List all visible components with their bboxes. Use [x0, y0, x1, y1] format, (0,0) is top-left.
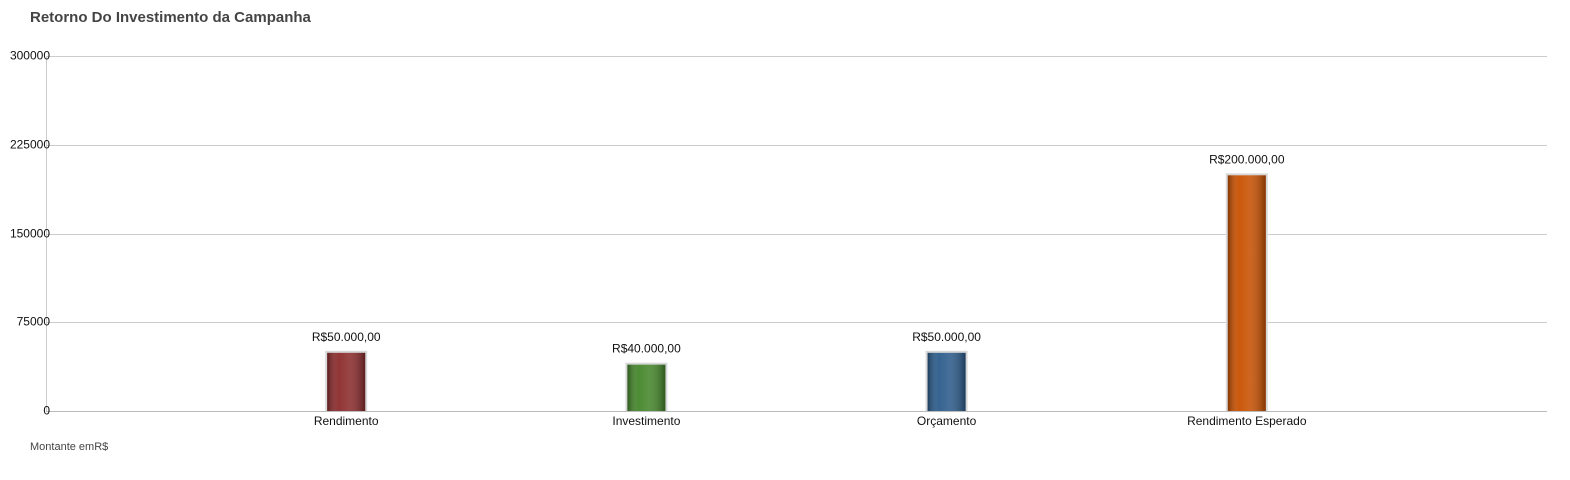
bar-shading [1227, 175, 1266, 411]
data-label: R$200.000,00 [1209, 152, 1285, 166]
y-tick-label: 150000 [10, 227, 50, 241]
y-tick-label: 225000 [10, 138, 50, 152]
data-label: R$40.000,00 [612, 342, 681, 356]
y-tick-label: 300000 [10, 49, 50, 63]
category-label: Rendimento [314, 414, 379, 428]
bar-shading [627, 364, 666, 411]
chart-title: Retorno Do Investimento da Campanha [30, 9, 311, 26]
axis-unit-note: Montante emR$ [30, 441, 109, 453]
axes [46, 56, 1547, 412]
data-label: R$50.000,00 [312, 330, 381, 344]
labels: 0 75000 150000 225000 300000 R$50.000,00 Rendi… [10, 49, 1307, 429]
gridlines [46, 56, 1547, 323]
bar-shading [327, 352, 366, 411]
data-label: R$50.000,00 [912, 330, 981, 344]
category-label: Rendimento Esperado [1187, 414, 1307, 428]
y-tick-label: 0 [43, 404, 50, 418]
category-label: Orçamento [917, 414, 977, 428]
bar-shading [927, 352, 966, 411]
y-tick-label: 75000 [17, 315, 51, 329]
category-label: Investimento [612, 414, 680, 428]
bars [325, 173, 1268, 411]
